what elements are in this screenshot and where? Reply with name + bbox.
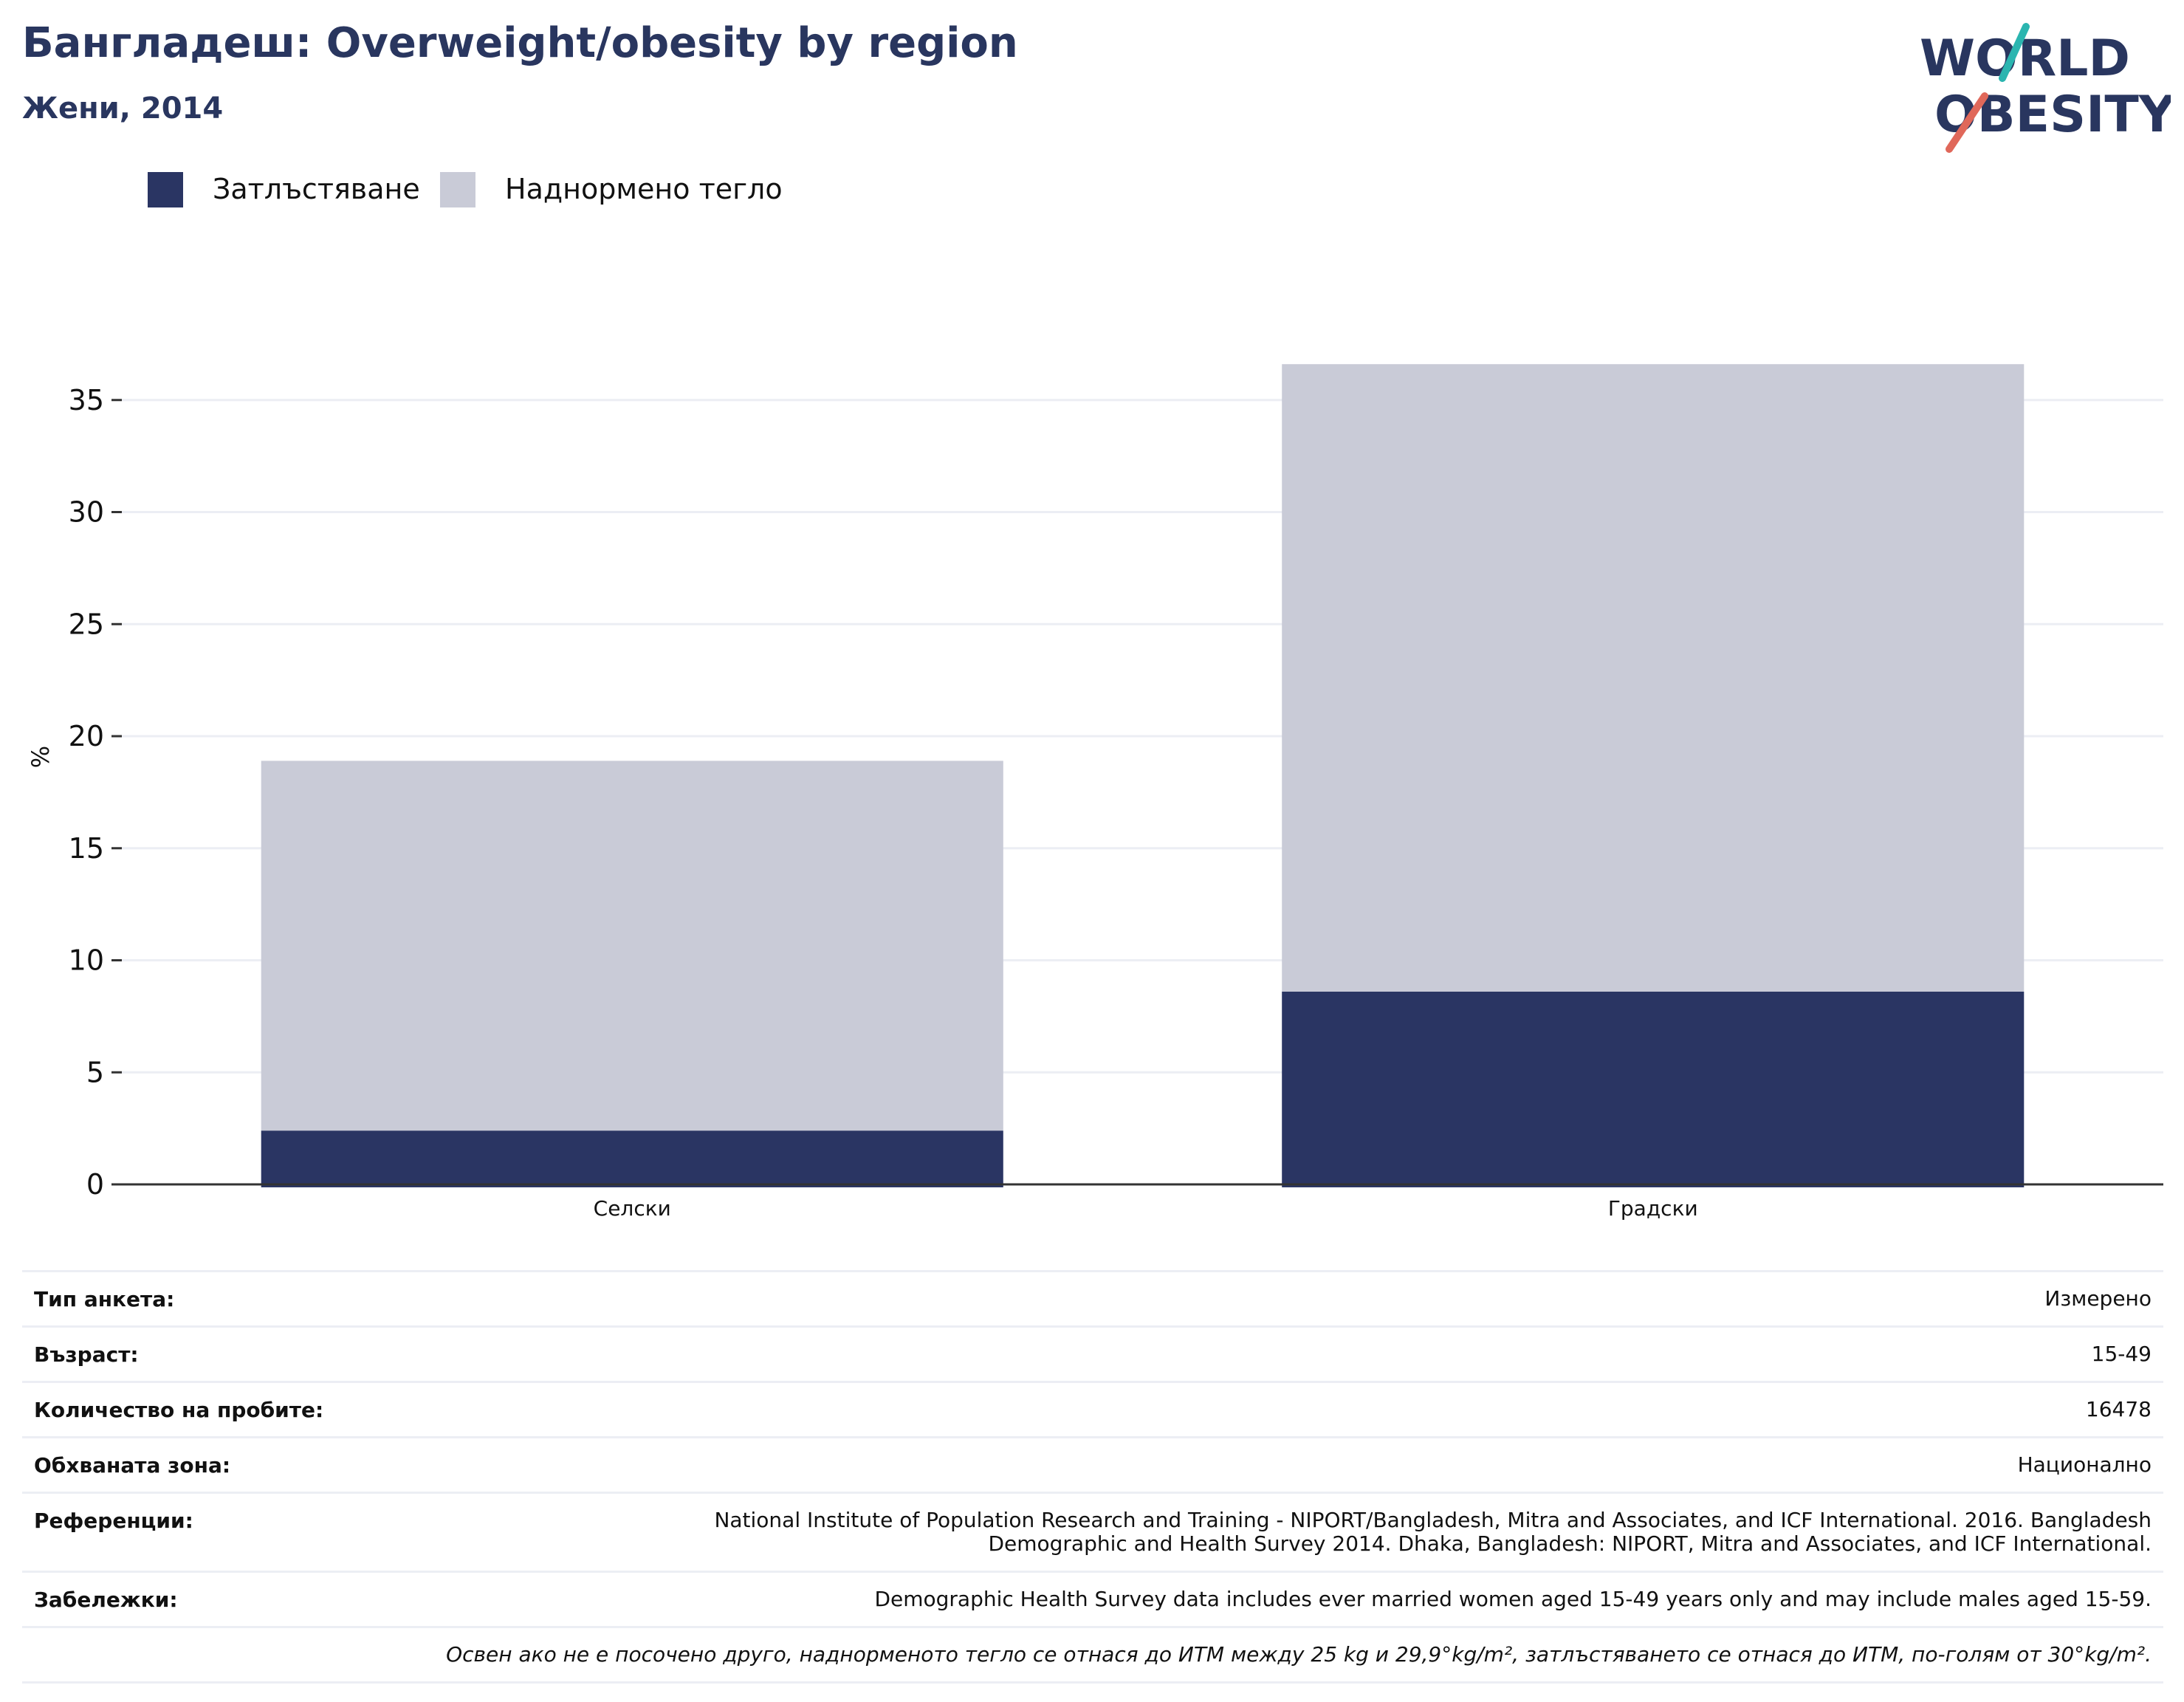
world-obesity-logo: WORLD OBESITY xyxy=(1920,23,2171,153)
info-value-survey-type: Измерено xyxy=(2044,1286,2152,1311)
chart-title: Бангладеш: Overweight/obesity by region xyxy=(22,19,1018,67)
info-key-notes: Забележки: xyxy=(34,1588,178,1612)
bar-overweight-0[interactable] xyxy=(261,761,1003,1131)
bar-obesity-0[interactable] xyxy=(261,1130,1003,1187)
y-tick-label-5: 5 xyxy=(86,1056,104,1088)
info-value-area-covered: Национално xyxy=(2017,1452,2152,1477)
legend-swatch-obesity xyxy=(148,172,183,207)
x-tick-label-1: Градски xyxy=(1608,1196,1698,1221)
info-value-sample-size: 16478 xyxy=(2085,1397,2152,1421)
logo-line1: WORLD xyxy=(1920,30,2130,88)
x-tick-label-0: Селски xyxy=(594,1196,671,1221)
bar-obesity-1[interactable] xyxy=(1282,991,2025,1187)
y-tick-label-10: 10 xyxy=(69,944,104,977)
legend-label-obesity: Затлъстяване xyxy=(213,173,420,205)
chart-subtitle: Жени, 2014 xyxy=(22,92,224,126)
info-value-age: 15-49 xyxy=(2091,1342,2152,1366)
info-row-notes: Забележки: Demographic Health Survey dat… xyxy=(22,1571,2163,1626)
axes: 0 5 10 15 20 25 30 35 Селски Градски xyxy=(69,384,2163,1221)
info-row-age: Възраст: 15-49 xyxy=(22,1325,2163,1381)
info-row-survey-type: Тип анкета: Измерено xyxy=(22,1270,2163,1325)
info-row-sample-size: Количество на пробите: 16478 xyxy=(22,1381,2163,1436)
info-row-footnote: Освен ако не е посочено друго, наднормен… xyxy=(22,1626,2163,1684)
y-tick-label-35: 35 xyxy=(69,384,104,416)
info-key-area-covered: Обхваната зона: xyxy=(34,1453,231,1478)
stacked-bar-chart: 0 5 10 15 20 25 30 35 Селски Градски xyxy=(69,364,2163,1221)
survey-info-table: Тип анкета: Измерено Възраст: 15-49 Коли… xyxy=(22,1270,2163,1684)
info-key-age: Възраст: xyxy=(34,1342,139,1367)
info-key-references: Референции: xyxy=(34,1509,193,1533)
info-key-survey-type: Тип анкета: xyxy=(34,1287,175,1311)
bar-overweight-1[interactable] xyxy=(1282,364,2025,992)
info-key-sample-size: Количество на пробите: xyxy=(34,1398,324,1422)
y-tick-label-30: 30 xyxy=(69,496,104,529)
legend-swatch-overweight xyxy=(440,172,475,207)
info-value-references: National Institute of Population Researc… xyxy=(714,1508,2152,1556)
legend-label-overweight: Наднормено тегло xyxy=(505,173,783,205)
definition-footnote: Освен ако не е посочено друго, наднормен… xyxy=(446,1642,2152,1667)
bars xyxy=(261,364,2025,1187)
info-row-area-covered: Обхваната зона: Национално xyxy=(22,1436,2163,1492)
y-tick-label-25: 25 xyxy=(69,608,104,640)
y-tick-label-0: 0 xyxy=(86,1168,104,1201)
y-tick-label-20: 20 xyxy=(69,720,104,752)
y-tick-label-15: 15 xyxy=(69,832,104,865)
info-value-notes: Demographic Health Survey data includes … xyxy=(874,1587,2152,1611)
info-row-references: Референции: National Institute of Popula… xyxy=(22,1492,2163,1571)
